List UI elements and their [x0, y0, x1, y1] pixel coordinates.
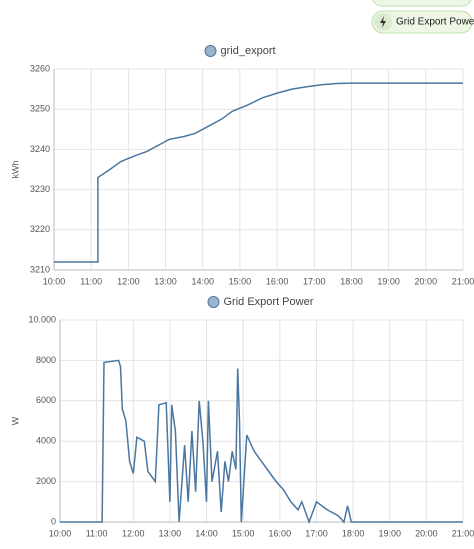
x-tick-label: 21:00 [452, 528, 474, 538]
x-tick-label: 10:00 [43, 276, 66, 286]
x-tick-label: 17:00 [305, 528, 328, 538]
y-tick-label: 6000 [36, 395, 56, 405]
chip[interactable] [371, 10, 473, 34]
x-tick-label: 10:00 [49, 528, 72, 538]
legend legend-label: grid_export [221, 45, 276, 57]
x-tick-label: 13:00 [154, 276, 177, 286]
x-tick-label: 19:00 [377, 276, 400, 286]
x-tick-label: 18:00 [340, 276, 363, 286]
y-tick-label: 8000 [36, 355, 56, 365]
y-tick-label: 3230 [30, 184, 50, 194]
chip-label: Grid Export Power [396, 17, 474, 28]
x-tick-label: 14:00 [191, 276, 214, 286]
line [54, 82, 463, 263]
x-tick-label: 20:00 [415, 276, 438, 286]
y-tick-label: 2000 [36, 476, 56, 486]
y-tick-label: 3220 [30, 224, 50, 234]
y-tick-label: 3210 [30, 264, 50, 274]
legend legend-label: Grid Export Power [224, 296, 314, 308]
x-tick-label: 21:00 [452, 276, 474, 286]
legend-marker [204, 45, 217, 57]
line [60, 359, 463, 525]
y-axis-label: kWh [10, 161, 20, 179]
y-tick-label: 0 [51, 516, 56, 526]
x-tick-label: 16:00 [269, 528, 292, 538]
x-tick-label: 11:00 [80, 276, 102, 286]
x-tick-label: 17:00 [303, 276, 326, 286]
x-tick-label: 19:00 [378, 528, 401, 538]
y-tick-label: 10.000 [28, 314, 56, 324]
x-tick-label: 13:00 [159, 528, 182, 538]
y-tick-label: 3260 [30, 63, 50, 73]
legend-marker [207, 296, 220, 308]
x-tick-label: 12:00 [117, 276, 140, 286]
x-tick-label: 14:00 [195, 528, 218, 538]
x-tick-label: 11:00 [86, 528, 108, 538]
y-tick-label: 3250 [30, 104, 50, 114]
chip-partial[interactable] [372, 0, 472, 7]
x-tick-label: 12:00 [122, 528, 145, 538]
y-tick-label: 3240 [30, 144, 50, 154]
y-axis-label: W [10, 416, 20, 425]
x-tick-label: 16:00 [266, 276, 289, 286]
chip-icon [380, 16, 386, 28]
x-tick-label: 15:00 [232, 528, 255, 538]
x-tick-label: 15:00 [229, 276, 252, 286]
x-tick-label: 20:00 [415, 528, 438, 538]
y-tick-label: 4000 [36, 436, 56, 446]
x-tick-label: 18:00 [342, 528, 365, 538]
